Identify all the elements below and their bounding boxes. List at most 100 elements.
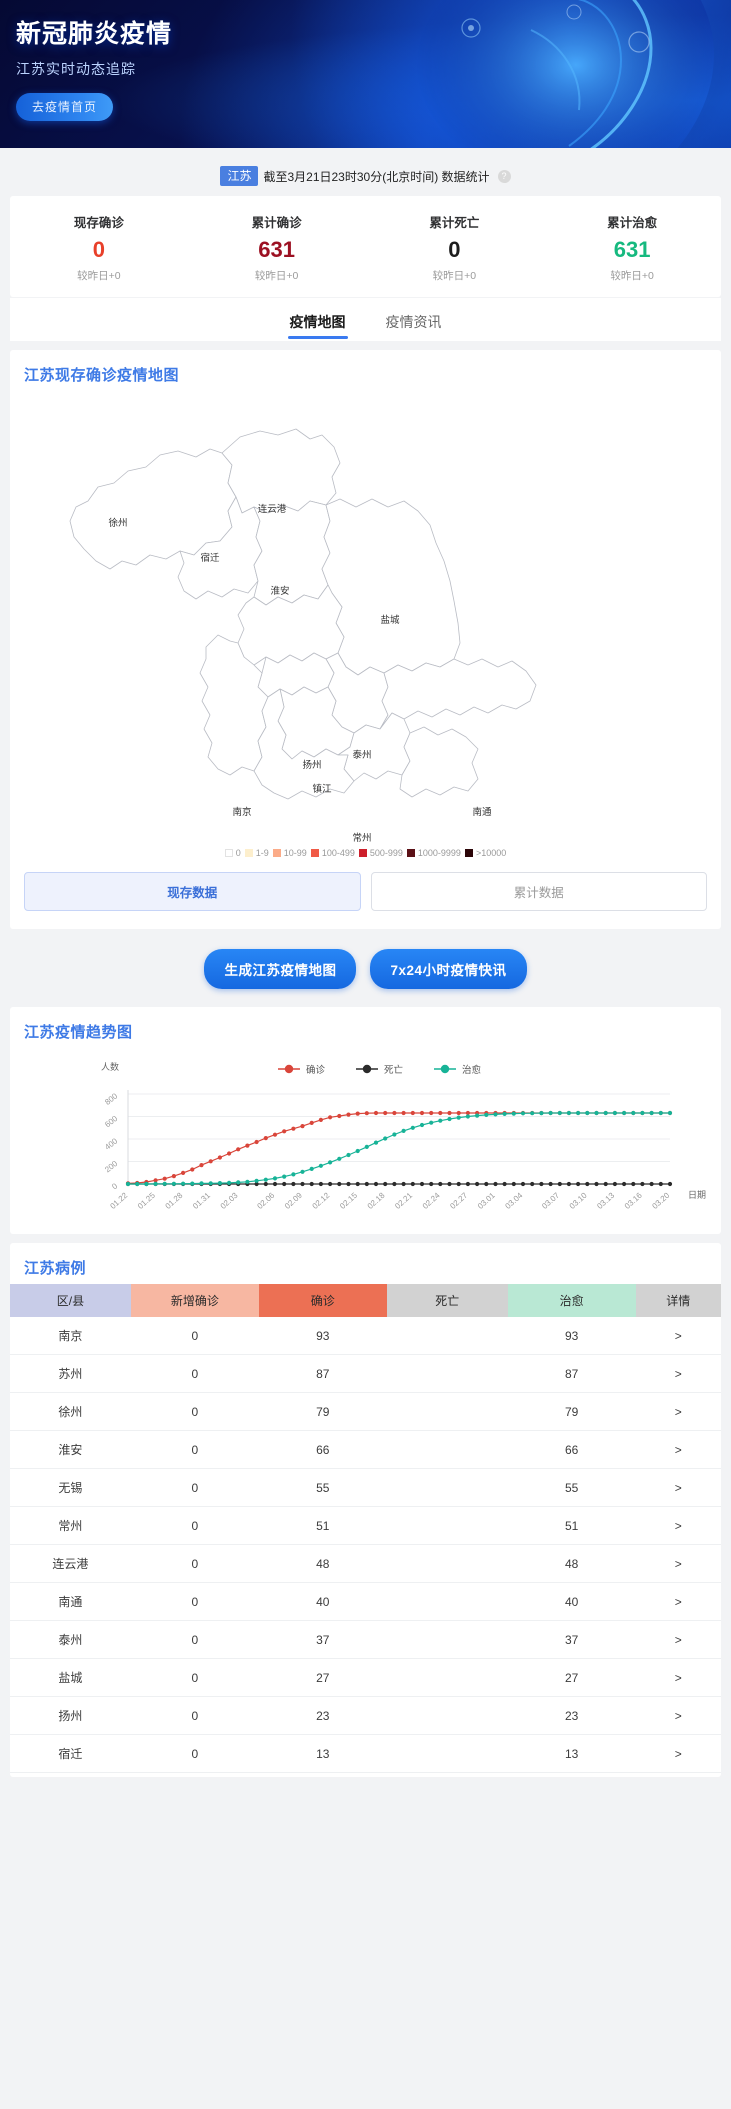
chart-data-point [309, 1120, 314, 1126]
tab-epidemic-news[interactable]: 疫情资讯 [385, 314, 442, 331]
chart-data-point [309, 1166, 314, 1172]
cell-cured: 37 [507, 1620, 636, 1660]
cell-confirmed: 79 [258, 1392, 387, 1432]
col-header-region[interactable]: 区/县 [10, 1284, 131, 1318]
chart-data-point [475, 1113, 480, 1118]
cell-confirmed: 51 [258, 1506, 387, 1546]
news-7x24-button[interactable]: 7x24小时疫情快讯 [370, 949, 527, 990]
cell-region: 淮安 [10, 1430, 131, 1470]
table-row[interactable]: 宿迁 0 13 13 > [10, 1734, 721, 1774]
chart-data-point [236, 1147, 241, 1152]
col-header-cured[interactable]: 治愈 [507, 1284, 636, 1318]
chart-legend-marker[interactable] [440, 1064, 450, 1074]
map-label-huaian: 淮安 [270, 585, 289, 597]
chart-xtick: 01.28 [164, 1191, 185, 1211]
cell-detail[interactable]: > [635, 1317, 721, 1356]
chart-data-point [576, 1182, 581, 1187]
trend-chart-area[interactable]: 人数 确诊 死亡 治愈 0 200 400 600 800 01.22 01.25 01.28 01.3… [10, 1048, 721, 1224]
cell-detail[interactable]: > [635, 1582, 721, 1622]
chart-legend-label: 治愈 [462, 1064, 482, 1076]
chart-data-point [328, 1182, 333, 1187]
jiangsu-map-svg[interactable]: 连云港 徐州 宿迁 淮安 盐城 扬州 泰州 镇江 南京 常州 无锡 南通 苏州 [10, 391, 721, 846]
cell-new: 0 [130, 1696, 259, 1736]
legend-swatch [272, 849, 281, 858]
col-header-new[interactable]: 新增确诊 [130, 1284, 259, 1318]
cell-detail[interactable]: > [635, 1544, 721, 1584]
map-region-yancheng [321, 498, 461, 676]
legend-label: 100-499 [321, 848, 355, 859]
tab-epidemic-map[interactable]: 疫情地图 [287, 308, 348, 341]
stats-meta-row: 江苏 截至3月21日23时30分(北京时间) 数据统计 ? [10, 158, 721, 196]
stat-total-confirmed: 累计确诊 631 较昨日+0 [188, 212, 366, 283]
table-row[interactable]: 淮安 0 66 66 > [10, 1430, 721, 1470]
hero-banner: 新冠肺炎疫情 江苏实时动态追踪 去疫情首页 [0, 0, 731, 148]
action-button-row: 生成江苏疫情地图 7x24小时疫情快讯 [0, 929, 731, 1008]
toggle-current-data[interactable]: 现存数据 [24, 872, 361, 912]
table-row[interactable]: 徐州 0 79 79 > [10, 1392, 721, 1432]
cell-detail[interactable]: > [635, 1620, 721, 1660]
cell-detail[interactable]: > [635, 1354, 721, 1394]
cell-cured: 27 [507, 1658, 636, 1698]
chart-data-point [456, 1111, 461, 1116]
stats-section: 江苏 截至3月21日23时30分(北京时间) 数据统计 ? 现存确诊 0 较昨日… [0, 148, 731, 298]
generate-jiangsu-map-button[interactable]: 生成江苏疫情地图 [204, 949, 357, 990]
table-row[interactable]: 南通 0 40 40 > [10, 1582, 721, 1622]
cell-detail[interactable]: > [635, 1392, 721, 1432]
cell-detail[interactable]: > [635, 1658, 721, 1698]
chart-data-point [318, 1163, 323, 1169]
table-row[interactable]: 无锡 0 55 55 > [10, 1468, 721, 1508]
chart-xtick: 03.10 [568, 1191, 589, 1211]
cell-dead [386, 1544, 508, 1584]
cell-detail[interactable]: > [635, 1468, 721, 1508]
table-row[interactable]: 扬州 0 23 23 > [10, 1696, 721, 1736]
go-to-epidemic-home-button[interactable]: 去疫情首页 [16, 93, 114, 121]
chart-legend-marker[interactable] [284, 1064, 294, 1074]
chart-legend-marker[interactable] [362, 1064, 372, 1074]
cell-detail[interactable]: > [635, 1506, 721, 1546]
toggle-cumulative-data[interactable]: 累计数据 [370, 872, 707, 912]
map-label-yangzhou: 扬州 [302, 759, 321, 771]
table-row[interactable]: 盐城 0 27 27 > [10, 1658, 721, 1698]
chart-xlabel: 日期 [688, 1190, 706, 1200]
map-container[interactable]: 连云港 徐州 宿迁 淮安 盐城 扬州 泰州 镇江 南京 常州 无锡 南通 苏州 [10, 391, 721, 846]
cell-dead [386, 1430, 508, 1470]
legend-item-0: 0 [224, 848, 241, 858]
cell-detail[interactable]: > [635, 1430, 721, 1470]
cell-cured: 66 [507, 1430, 636, 1470]
chart-data-point [355, 1111, 360, 1116]
legend-swatch [224, 849, 233, 858]
chart-data-point [272, 1182, 278, 1187]
chart-data-point [401, 1111, 406, 1116]
col-header-confirmed[interactable]: 确诊 [258, 1284, 387, 1318]
chart-data-point [566, 1182, 572, 1187]
col-header-detail[interactable]: 详情 [635, 1284, 721, 1318]
chart-xtick: 02.12 [311, 1191, 332, 1211]
chart-data-point [401, 1128, 406, 1134]
chart-data-point [245, 1143, 250, 1148]
chart-data-point [419, 1111, 425, 1116]
chart-data-point [511, 1111, 516, 1116]
legend-swatch [244, 849, 253, 858]
cell-detail[interactable]: > [635, 1734, 721, 1774]
chart-data-point [594, 1111, 599, 1116]
trend-chart-svg[interactable]: 人数 确诊 死亡 治愈 0 200 400 600 800 01.22 01.25 01.28 01.3… [10, 1048, 721, 1224]
table-row[interactable]: 连云港 0 48 48 > [10, 1544, 721, 1584]
chart-ytick: 0 [110, 1181, 119, 1191]
cell-dead [386, 1582, 508, 1622]
cell-dead [386, 1658, 508, 1698]
question-icon[interactable]: ? [497, 169, 511, 183]
cases-card: 江苏病例 区/县 新增确诊 确诊 死亡 治愈 详情 南京 0 93 93 > 苏州 0 87 8… [10, 1243, 721, 1778]
col-header-dead[interactable]: 死亡 [386, 1284, 508, 1318]
chart-data-point [272, 1132, 278, 1137]
table-row[interactable]: 泰州 0 37 37 > [10, 1620, 721, 1660]
cell-confirmed: 23 [258, 1696, 387, 1736]
chart-data-point [190, 1167, 195, 1172]
cases-table: 区/县 新增确诊 确诊 死亡 治愈 详情 南京 0 93 93 > 苏州 0 87 87 > 徐州 0… [10, 1284, 721, 1774]
table-row[interactable]: 常州 0 51 51 > [10, 1506, 721, 1546]
legend-label: 1-9 [255, 848, 269, 859]
table-row[interactable]: 苏州 0 87 87 > [10, 1354, 721, 1394]
legend-item-6: >10000 [464, 848, 506, 858]
cell-detail[interactable]: > [635, 1696, 721, 1736]
chart-data-point [631, 1182, 636, 1187]
table-row[interactable]: 南京 0 93 93 > [10, 1317, 721, 1356]
